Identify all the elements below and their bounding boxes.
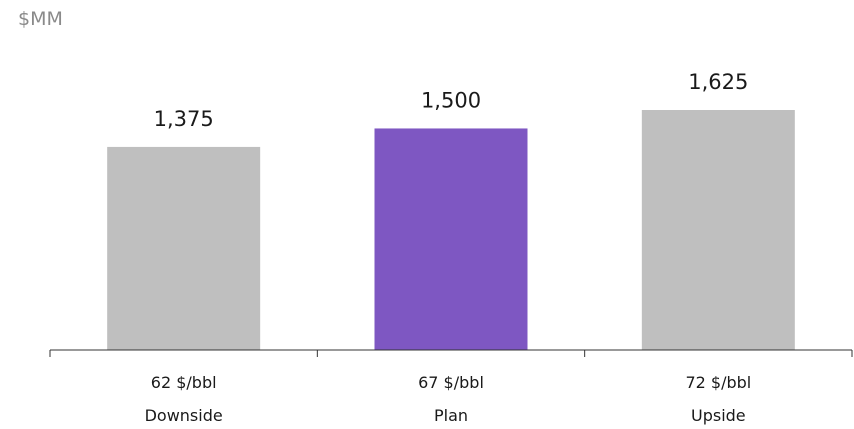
- bar-upside: [641, 110, 795, 350]
- value-label-upside: 1,625: [688, 70, 748, 94]
- price-label-upside: 72 $/bbl: [685, 373, 751, 392]
- price-label-plan: 67 $/bbl: [418, 373, 484, 392]
- category-label-upside: Upside: [691, 406, 746, 425]
- value-labels-group: 1,375 1,500 1,625: [154, 70, 749, 131]
- bar-downside: [107, 146, 261, 350]
- value-label-plan: 1,500: [421, 88, 481, 112]
- category-label-downside: Downside: [145, 406, 223, 425]
- category-label-plan: Plan: [434, 406, 468, 425]
- bars-group: [107, 110, 795, 350]
- category-labels-group: 62 $/bbl Downside 67 $/bbl Plan 72 $/bbl Upsi…: [145, 373, 752, 425]
- price-label-downside: 62 $/bbl: [151, 373, 217, 392]
- x-axis: [49, 349, 853, 357]
- unit-label: $MM: [18, 8, 63, 30]
- value-label-downside: 1,375: [154, 107, 214, 131]
- bar-plan: [374, 128, 528, 350]
